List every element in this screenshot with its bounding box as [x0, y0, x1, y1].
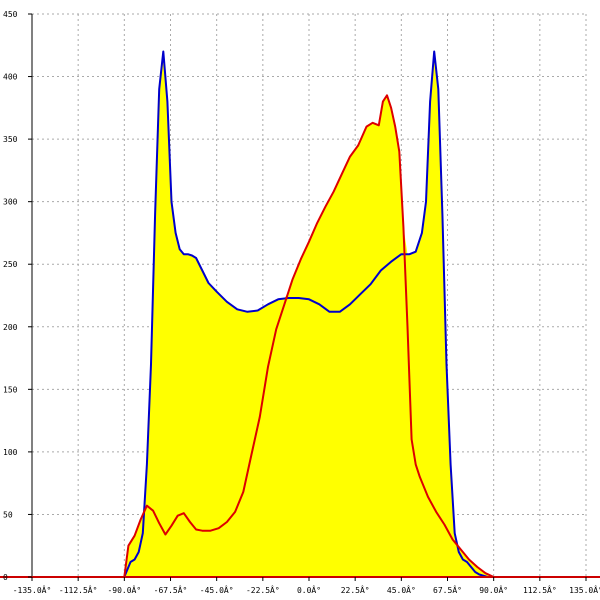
- y-tick-label: 0: [3, 573, 8, 582]
- y-tick-label: 300: [3, 198, 18, 207]
- y-tick-label: 50: [3, 510, 13, 519]
- x-tick-label: 0.0Â°: [297, 584, 321, 595]
- x-tick-label: 112.5Â°: [523, 584, 557, 595]
- series-line-blue: [123, 50, 494, 578]
- y-tick-label: 100: [3, 448, 18, 457]
- y-tick-label: 200: [3, 323, 18, 332]
- x-tick-label: 45.0Â°: [387, 584, 416, 595]
- x-tick-label: 135.0Â°: [569, 584, 600, 595]
- y-tick-label: 400: [3, 73, 18, 82]
- x-tick-label: 90.0Â°: [479, 584, 508, 595]
- x-tick-label: -90.0Â°: [107, 584, 141, 595]
- series-line-red: [123, 94, 495, 578]
- tick-labels: -135.0Â° -112.5Â° -90.0Â° -67.5Â° -45.0Â° -22…: [3, 10, 600, 595]
- y-tick-label: 350: [3, 135, 18, 144]
- area-fill: [124, 51, 494, 577]
- x-tick-label: -45.0Â°: [200, 584, 234, 595]
- x-tick-label: -22.5Â°: [246, 584, 280, 595]
- x-tick-label: 22.5Â°: [341, 584, 370, 595]
- x-tick-label: -67.5Â°: [154, 584, 188, 595]
- x-tick-label: -112.5Â°: [59, 584, 98, 595]
- x-tick-label: -135.0Â°: [13, 584, 52, 595]
- y-tick-label: 150: [3, 385, 18, 394]
- axes: [0, 13, 600, 581]
- y-tick-label: 450: [3, 10, 18, 19]
- y-tick-label: 250: [3, 260, 18, 269]
- x-tick-label: 67.5Â°: [433, 584, 462, 595]
- plot-area: [123, 50, 495, 578]
